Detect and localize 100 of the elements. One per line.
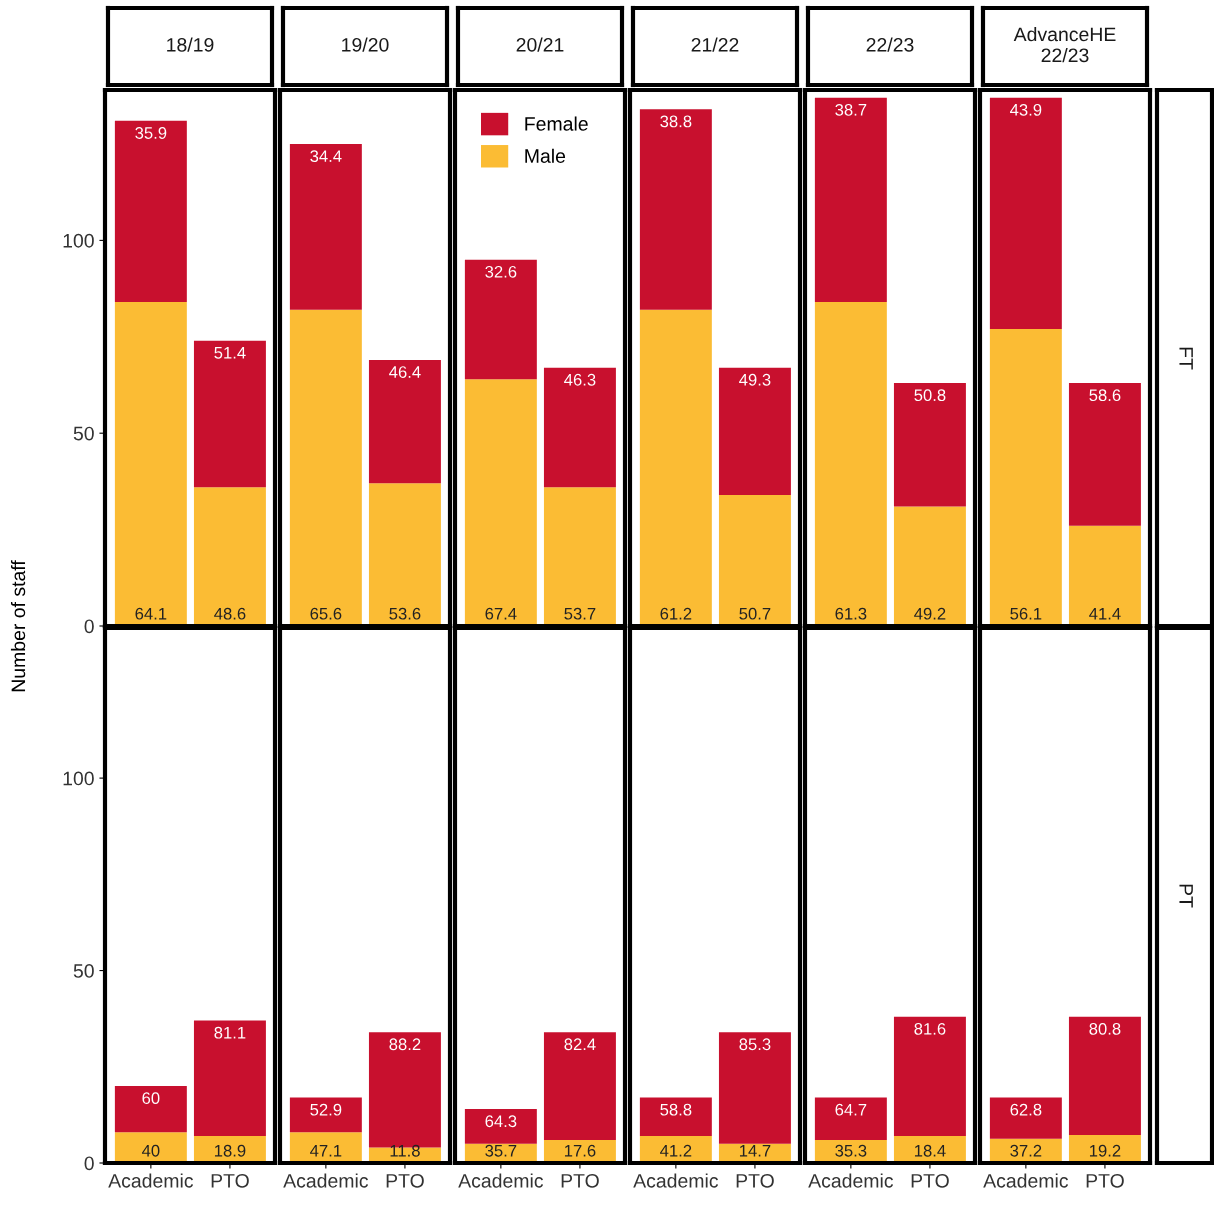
x-tick-label: Academic (633, 1173, 719, 1188)
annotation: 40 (141, 1144, 160, 1157)
annotation: 43.9 (1010, 103, 1042, 116)
bar (989, 1097, 1062, 1139)
bar (893, 1016, 966, 1137)
annotation: 61.2 (660, 607, 692, 620)
bar (464, 259, 537, 380)
chart-title: 19/20 (342, 37, 389, 52)
annotation: 52.9 (310, 1103, 342, 1116)
bar (543, 1032, 616, 1140)
annotation: 80.8 (1089, 1022, 1121, 1035)
annotation: 18.4 (914, 1144, 946, 1157)
chart-title: 18/19 (167, 37, 214, 52)
x-tick-label: PTO (561, 1173, 599, 1188)
annotation: 14.7 (739, 1145, 771, 1157)
bar (893, 383, 966, 507)
annotation: 58.6 (1089, 389, 1121, 402)
annotation: 18.9 (214, 1144, 246, 1157)
annotation: 61.3 (835, 607, 867, 620)
annotation: 50.8 (914, 389, 946, 402)
annotation: 53.7 (564, 607, 596, 620)
annotation: 56.1 (1010, 607, 1042, 620)
annotation: 53.6 (389, 607, 421, 620)
annotation: 64.3 (485, 1115, 517, 1128)
bar (639, 1097, 712, 1137)
annotation: 82.4 (564, 1038, 596, 1051)
bar (464, 1109, 537, 1144)
bar (1068, 1016, 1141, 1135)
x-tick-label: PTO (911, 1173, 949, 1188)
bar (989, 97, 1062, 330)
annotation: 47.1 (310, 1145, 342, 1157)
y-tick-label: 50 (73, 964, 94, 978)
annotation: 37.2 (1010, 1144, 1042, 1157)
annotation: 48.6 (214, 607, 246, 620)
bar (114, 120, 187, 303)
bar (814, 1097, 887, 1140)
bar (639, 109, 712, 310)
x-tick-label: Academic (283, 1173, 369, 1188)
annotation: 49.3 (739, 373, 771, 386)
annotation: 64.7 (835, 1103, 867, 1116)
y-tick-label: 100 (63, 233, 94, 248)
bar (289, 1097, 362, 1133)
bar (114, 1086, 187, 1133)
x-tick-label: Academic (108, 1173, 194, 1188)
annotation: 35.9 (135, 127, 167, 139)
annotation: 19.2 (1089, 1144, 1121, 1157)
annotation: 46.4 (389, 366, 421, 378)
chart-title: 20/21 (516, 37, 564, 52)
annotation: 67.4 (485, 607, 517, 620)
annotation: 35.3 (835, 1144, 867, 1157)
bar (193, 340, 266, 488)
x-tick-label: PTO (736, 1173, 774, 1188)
annotation: 49.2 (914, 607, 946, 620)
bar (289, 143, 362, 310)
text: PT (1179, 884, 1193, 908)
x-tick-label: Academic (808, 1173, 894, 1188)
y-axis-title: Number of staff (10, 560, 26, 692)
annotation: 65.6 (310, 607, 342, 620)
bar (814, 97, 887, 303)
x-tick-label: Academic (458, 1173, 544, 1188)
annotation: 50.7 (739, 607, 771, 620)
y-tick-label: 50 (73, 426, 94, 441)
annotation: 17.6 (564, 1144, 596, 1157)
annotation: 58.8 (660, 1103, 692, 1116)
annotation: 38.8 (660, 115, 692, 128)
annotation: 38.7 (835, 103, 867, 116)
legend-label: Female (525, 116, 588, 131)
bar (718, 1032, 791, 1144)
y-tick-label: 100 (63, 771, 94, 786)
chart-title: AdvanceHE 22/23 (1013, 26, 1116, 63)
bar (543, 367, 616, 488)
bar (1068, 383, 1141, 526)
annotation: 85.3 (739, 1038, 771, 1051)
annotation: 81.6 (914, 1022, 946, 1035)
x-tick-label: PTO (386, 1173, 424, 1188)
annotation: 41.2 (660, 1144, 692, 1157)
annotation: 11.8 (390, 1144, 420, 1157)
legend-label: Male (525, 148, 566, 163)
bar (193, 1020, 266, 1137)
annotation: 32.6 (485, 265, 517, 278)
annotation: 35.7 (485, 1144, 517, 1157)
x-tick-label: Academic (983, 1173, 1069, 1188)
annotation: 88.2 (389, 1038, 421, 1051)
annotation: 41.4 (1089, 607, 1121, 620)
text: FT (1179, 347, 1193, 370)
x-tick-label: PTO (1086, 1173, 1124, 1188)
chart-title: 21/22 (691, 37, 739, 52)
y-tick-label: 0 (84, 1156, 94, 1171)
annotation: 81.1 (214, 1026, 246, 1039)
annotation: 60 (142, 1092, 160, 1105)
annotation: 51.4 (214, 347, 246, 359)
chart-title: 22/23 (866, 37, 914, 52)
annotation: 46.3 (564, 373, 596, 386)
annotation: 34.4 (310, 150, 342, 163)
annotation: 64.1 (135, 607, 167, 620)
y-tick-label: 0 (84, 619, 94, 634)
x-tick-label: PTO (211, 1173, 249, 1188)
bar (368, 359, 441, 484)
bar (718, 367, 791, 495)
annotation: 62.8 (1010, 1103, 1042, 1116)
